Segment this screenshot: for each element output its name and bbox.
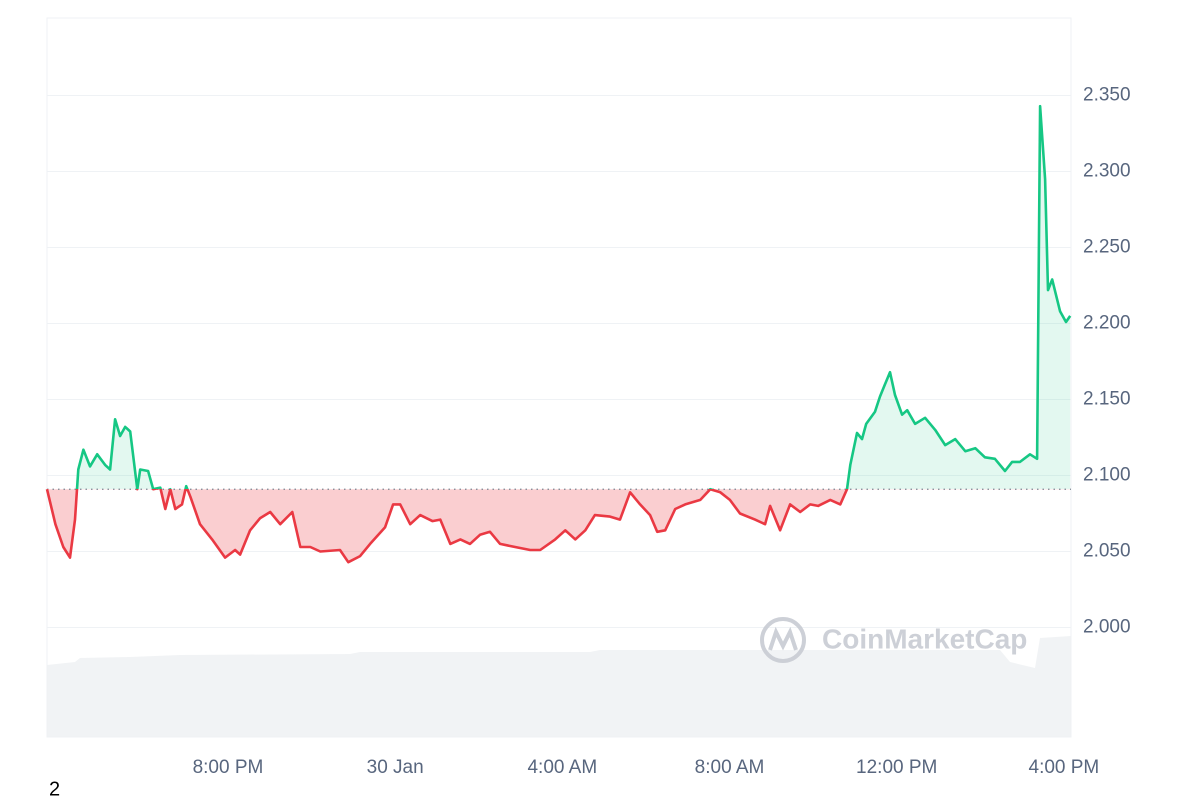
volume-backdrop — [47, 636, 1071, 737]
x-tick-label: 8:00 AM — [695, 757, 765, 778]
watermark-logo — [760, 617, 806, 663]
y-tick-label: 2.050 — [1083, 541, 1131, 562]
y-tick-label: 2.200 — [1083, 313, 1131, 334]
x-tick-label: 4:00 AM — [527, 757, 597, 778]
x-tick-label: 30 Jan — [367, 757, 424, 778]
y-tick-label: 2.250 — [1083, 237, 1131, 258]
watermark-logo-mark — [768, 626, 798, 651]
price-area — [47, 106, 1071, 563]
y-tick-label: 2.350 — [1083, 85, 1131, 106]
y-tick-label: 2.300 — [1083, 161, 1131, 182]
watermark-group: CoinMarketCap — [760, 617, 1027, 663]
y-tick-label: 2.100 — [1083, 465, 1131, 486]
watermark: CoinMarketCap — [822, 623, 1027, 654]
x-tick-label: 12:00 PM — [856, 757, 937, 778]
corner-text: 2 — [49, 778, 60, 800]
x-tick-label: 8:00 PM — [193, 757, 264, 778]
y-tick-label: 2.000 — [1083, 617, 1131, 638]
y-tick-label: 2.150 — [1083, 389, 1131, 410]
x-tick-label: 4:00 PM — [1029, 757, 1100, 778]
price-line — [45, 104, 1072, 564]
